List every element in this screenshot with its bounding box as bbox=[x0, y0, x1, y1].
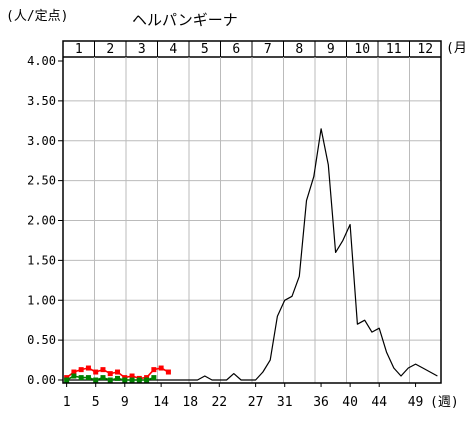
series-layer bbox=[64, 128, 438, 383]
y-tick-label: 3.50 bbox=[27, 94, 56, 108]
y-tick-label: 2.50 bbox=[27, 174, 56, 188]
series-2-point bbox=[115, 369, 121, 375]
series-3-point bbox=[136, 377, 142, 383]
series-3-point bbox=[122, 377, 128, 383]
x-tick-label: 5 bbox=[92, 395, 100, 410]
y-tick-label: 4.00 bbox=[27, 54, 56, 68]
series-2-point bbox=[151, 367, 157, 373]
grid-layer bbox=[58, 41, 441, 387]
y-tick-label: 0.00 bbox=[27, 373, 56, 387]
y-tick-label: 1.00 bbox=[27, 293, 56, 307]
series-3-point bbox=[78, 375, 84, 381]
x-tick-label: 40 bbox=[342, 395, 358, 410]
x-tick-label: 44 bbox=[371, 395, 387, 410]
x-tick-label: 1 bbox=[63, 395, 71, 410]
plot-frame bbox=[62, 40, 442, 384]
series-2-point bbox=[78, 367, 84, 373]
month-label: 5 bbox=[201, 42, 209, 57]
series-3-point bbox=[100, 375, 106, 381]
x-tick-label: 22 bbox=[211, 395, 227, 410]
x-tick-label: 36 bbox=[313, 395, 329, 410]
series-3-point bbox=[144, 377, 150, 383]
x-tick-labels: 1 5 9 14 18 22 27 31 36 40 44 49 bbox=[63, 395, 424, 410]
chart-title: ヘルパンギーナ bbox=[132, 11, 238, 29]
month-label: 9 bbox=[327, 42, 335, 57]
x-tick-label: 9 bbox=[121, 395, 129, 410]
x-tick-label: 49 bbox=[408, 395, 424, 410]
series-3-point bbox=[107, 377, 113, 383]
y-axis-label: (人/定点) bbox=[6, 9, 68, 24]
series-2-point bbox=[158, 365, 164, 371]
series-3-point bbox=[151, 375, 157, 381]
month-label: 6 bbox=[232, 42, 240, 57]
series-2-point bbox=[100, 367, 106, 373]
y-tick-label: 1.50 bbox=[27, 253, 56, 267]
series-3-point bbox=[93, 377, 99, 383]
month-labels: 1 2 3 4 5 6 7 8 9 10 11 12 bbox=[75, 42, 433, 57]
series-3-point bbox=[85, 375, 91, 381]
series-3-point bbox=[71, 373, 77, 379]
series-2-point bbox=[129, 373, 135, 379]
series-2-point bbox=[85, 365, 91, 371]
series-2-point bbox=[93, 369, 99, 375]
month-label: 12 bbox=[417, 42, 433, 57]
y-tick-label: 3.00 bbox=[27, 134, 56, 148]
month-label: 8 bbox=[295, 42, 303, 57]
y-tick-label: 2.00 bbox=[27, 214, 56, 228]
x-tick-label: 27 bbox=[248, 395, 264, 410]
month-label: 3 bbox=[138, 42, 146, 57]
series-2-point bbox=[165, 369, 171, 375]
month-label: 4 bbox=[169, 42, 177, 57]
month-label: 1 bbox=[75, 42, 83, 57]
month-label: 2 bbox=[106, 42, 114, 57]
month-axis-label: (月) bbox=[446, 41, 467, 56]
y-tick-labels: 0.00 0.50 1.00 1.50 2.00 2.50 3.00 3.50 4.00 bbox=[27, 54, 56, 387]
series-3-point bbox=[64, 377, 70, 383]
series-2-point bbox=[107, 371, 113, 377]
y-tick-label: 0.50 bbox=[27, 333, 56, 347]
series-3-point bbox=[115, 375, 121, 381]
x-tick-label: 18 bbox=[182, 395, 198, 410]
series-2-point bbox=[71, 369, 77, 375]
x-tick-label: 14 bbox=[153, 395, 169, 410]
month-label: 7 bbox=[264, 42, 272, 57]
series-3-point bbox=[129, 377, 135, 383]
month-label: 11 bbox=[386, 42, 402, 57]
x-axis-label: (週) bbox=[430, 395, 459, 410]
month-label: 10 bbox=[354, 42, 370, 57]
x-tick-label: 31 bbox=[277, 395, 293, 410]
